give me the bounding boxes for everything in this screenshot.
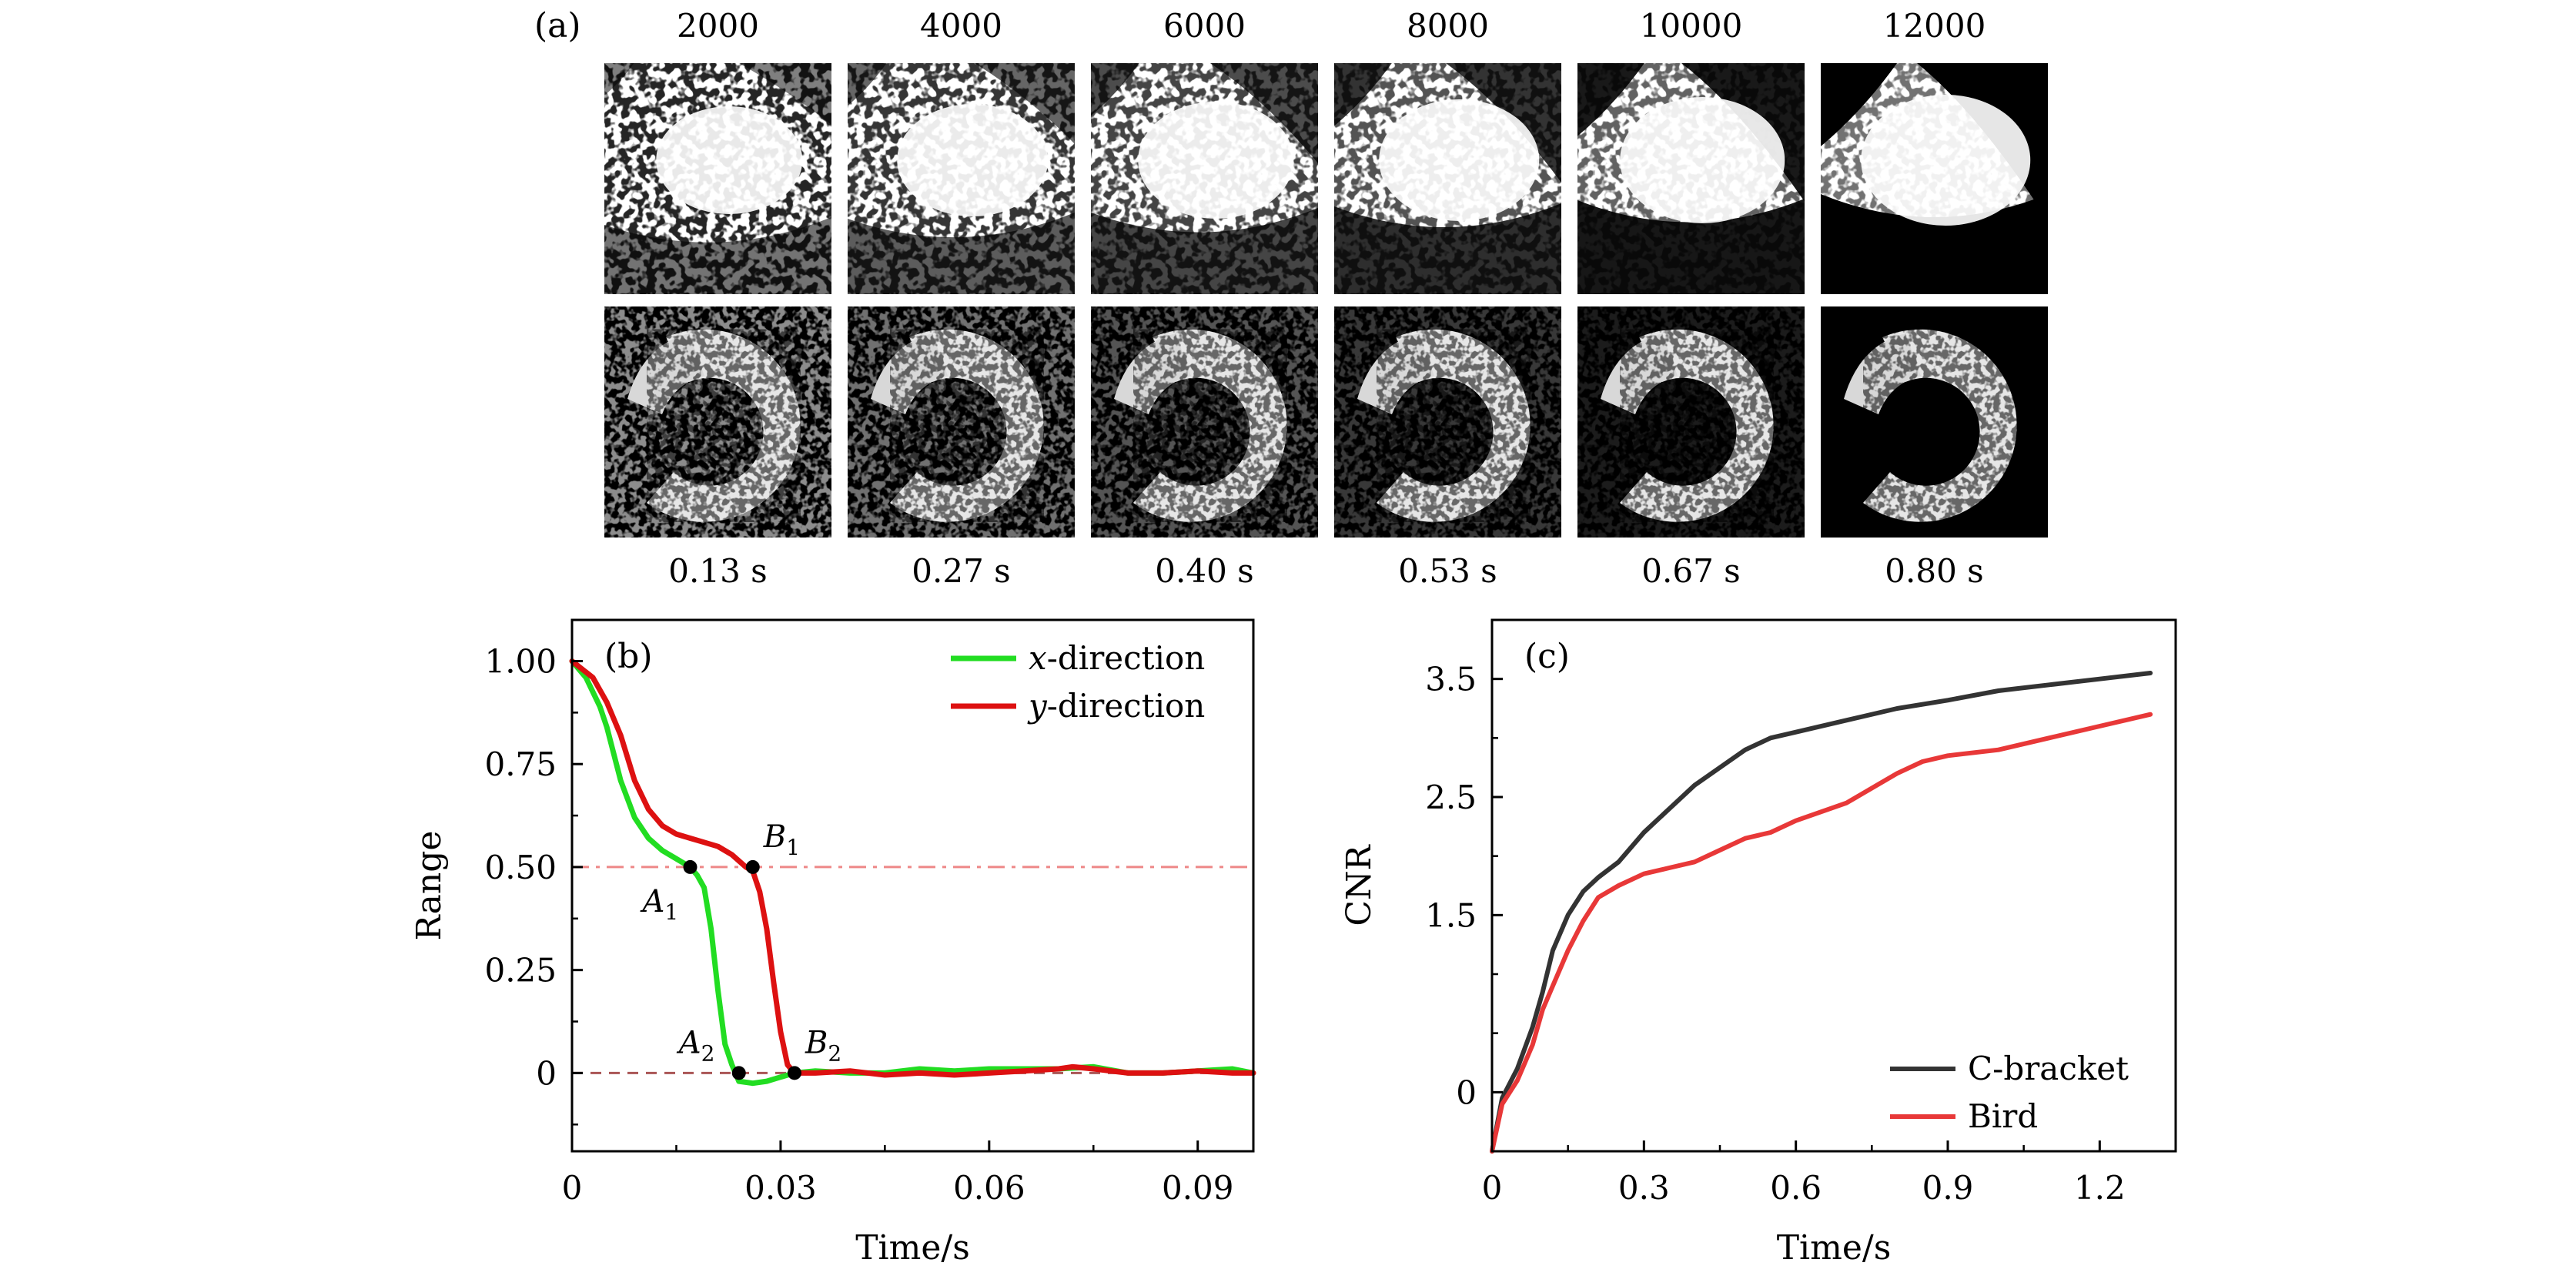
y-tick-label: 3.5: [1425, 661, 1477, 698]
y-axis-title: CNR: [1340, 843, 1379, 926]
y-axis-title: Range: [410, 831, 449, 941]
iteration-label: 2000: [677, 7, 759, 45]
binary-reconstruction-tile: [848, 63, 1075, 294]
panel-label: (b): [604, 637, 653, 676]
binary-reconstruction-tile: [1577, 63, 1805, 294]
y-tick-label: 0: [536, 1054, 557, 1092]
time-labels: 0.13 s 0.27 s 0.40 s 0.53 s 0.67 s 0.80 s: [668, 552, 1983, 590]
x-tick-label: 1.2: [2074, 1169, 2126, 1207]
binary-reconstruction-tile: [1334, 63, 1561, 294]
binary-reconstruction-tile: [1821, 63, 2048, 294]
y-tick-label: 0.50: [484, 849, 557, 886]
y-tick-label: 1.00: [484, 642, 557, 680]
series-line-bird: [1490, 712, 2153, 1154]
grayscale-reconstruction-tile: [1334, 306, 1561, 538]
legend: C-bracket Bird: [1890, 1050, 2129, 1135]
iteration-label: 8000: [1407, 7, 1489, 45]
iteration-label: 4000: [920, 7, 1002, 45]
series-line-c-bracket: [1490, 671, 2153, 1154]
y-tick-label: 0.25: [484, 952, 557, 990]
time-label: 0.67 s: [1641, 552, 1740, 590]
grayscale-reconstruction-tile: [848, 306, 1075, 538]
x-tick-label: 0: [562, 1169, 583, 1207]
x-tick-label: 0: [1482, 1169, 1503, 1207]
x-tick-label: 0.9: [1922, 1169, 1974, 1207]
key-point-marker: [683, 859, 698, 874]
key-point-label: A1: [640, 884, 679, 925]
legend-label: y-direction: [1027, 687, 1205, 725]
grayscale-reconstruction-tile: [604, 306, 831, 538]
key-point-marker: [787, 1066, 801, 1080]
panel-b-range-chart: 0 0.03 0.06 0.09 0 0.25 0.50 0.75 1.00 Time/s Rang…: [410, 618, 1256, 1266]
y-tick-label: 1.5: [1425, 896, 1477, 934]
panel-a: (a) 2000 4000 6000 8000 10000 12000 0.13 s 0.2…: [534, 6, 2048, 590]
grayscale-reconstruction-tile: [1821, 306, 2048, 538]
time-label: 0.40 s: [1155, 552, 1253, 590]
y-tick-label: 0.75: [484, 745, 557, 783]
key-point-marker: [731, 1066, 746, 1080]
panel-label: (c): [1524, 637, 1570, 676]
legend-label: Bird: [1968, 1097, 2038, 1135]
key-point-label: A2: [676, 1025, 715, 1066]
legend-label: x-direction: [1029, 639, 1205, 677]
x-tick-label: 0.09: [1162, 1169, 1234, 1207]
x-tick-label: 0.6: [1770, 1169, 1822, 1207]
iteration-label: 12000: [1883, 7, 1986, 45]
time-label: 0.53 s: [1398, 552, 1497, 590]
x-axis-title: Time/s: [855, 1228, 970, 1266]
iteration-label: 6000: [1163, 7, 1246, 45]
time-label: 0.27 s: [912, 552, 1010, 590]
x-axis-title: Time/s: [1777, 1228, 1892, 1266]
series-line-y-direction: [569, 658, 1256, 1078]
y-tick-label: 2.5: [1425, 779, 1477, 816]
key-point-label: B1: [763, 819, 800, 860]
grayscale-reconstruction-tile: [1577, 306, 1805, 538]
plot-frame: [1490, 618, 2177, 1153]
y-tick-label: 0: [1456, 1073, 1477, 1111]
x-tick-label: 0.3: [1618, 1169, 1670, 1207]
binary-reconstruction-tile: [1091, 63, 1318, 294]
time-label: 0.80 s: [1885, 552, 1983, 590]
legend-label: C-bracket: [1968, 1050, 2129, 1087]
key-point-marker: [745, 859, 760, 874]
grayscale-reconstruction-tile: [1091, 306, 1318, 538]
iteration-label: 10000: [1640, 7, 1743, 45]
time-label: 0.13 s: [668, 552, 767, 590]
x-tick-label: 0.03: [744, 1169, 817, 1207]
panel-c-cnr-chart: 0 0.3 0.6 0.9 1.2 0 1.5 2.5 3.5 Time/s CNR (c) C-bra…: [1340, 618, 2177, 1266]
iteration-labels: 2000 4000 6000 8000 10000 12000: [677, 7, 1986, 45]
binary-reconstruction-tile: [604, 63, 831, 294]
panel-a-label: (a): [534, 6, 581, 45]
x-tick-label: 0.06: [953, 1169, 1025, 1207]
key-point-label: B2: [805, 1025, 841, 1066]
legend: x-direction y-direction: [951, 639, 1205, 725]
reconstruction-tiles: [604, 63, 2048, 538]
plot-frame: [570, 618, 1255, 1153]
